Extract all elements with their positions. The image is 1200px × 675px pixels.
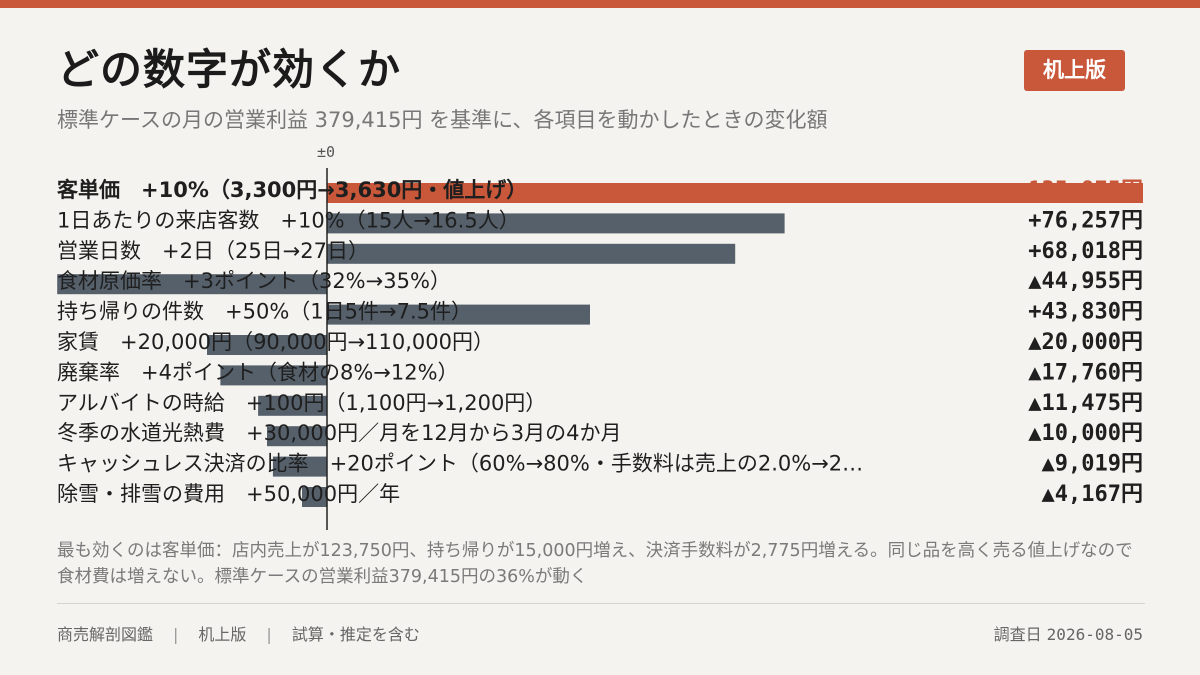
category-label-10: 除雪・排雪の費用 +50,000円／年 xyxy=(57,482,400,506)
value-label-0: +135,975円 xyxy=(1015,178,1143,203)
footer-separator: | xyxy=(266,625,272,644)
chart-footnote: 最も効くのは客単価：店内売上が123,750円、持ち帰りが15,000円増え、決… xyxy=(57,541,1133,587)
footer-source: 商売解剖図鑑 xyxy=(57,625,154,644)
bar-6 xyxy=(220,365,327,386)
category-label-3: 食材原価率 +3ポイント（32%→35%） xyxy=(57,269,451,293)
category-label-0: 客単価 +10%（3,300円→3,630円・値上げ） xyxy=(57,178,527,202)
value-label-6: ▲17,760円 xyxy=(1028,360,1143,385)
value-label-4: +43,830円 xyxy=(1028,300,1143,325)
value-label-7: ▲11,475円 xyxy=(1028,391,1143,416)
bar-8 xyxy=(267,426,327,447)
category-label-1: 1日あたりの来店客数 +10%（15人→16.5人） xyxy=(57,208,520,232)
footer-edition: 机上版 xyxy=(198,625,247,644)
category-label-9: キャッシュレス決済の比率 +20ポイント（60%→80%・手数料は売上の2.0%… xyxy=(57,452,863,476)
value-label-10: ▲4,167円 xyxy=(1042,482,1143,507)
category-label-4: 持ち帰りの件数 +50%（1日5件→7.5件） xyxy=(57,300,472,324)
edition-badge: 机上版 xyxy=(1024,50,1125,91)
footer-note: 試算・推定を含む xyxy=(291,625,420,644)
footer-separator: | xyxy=(173,625,179,644)
page-title: どの数字が効くか xyxy=(57,45,402,94)
baseline-label: ±0 xyxy=(316,143,336,161)
footer-date-value: 2026-08-05 xyxy=(1046,625,1143,644)
value-label-8: ▲10,000円 xyxy=(1028,421,1143,446)
bar-4 xyxy=(327,304,590,325)
value-label-3: ▲44,955円 xyxy=(1028,269,1143,294)
value-label-9: ▲9,019円 xyxy=(1042,452,1143,477)
category-label-7: アルバイトの時給 +100円（1,100円→1,200円） xyxy=(57,391,546,415)
bar-7 xyxy=(258,395,327,416)
footer-date: 調査日 2026-08-05 xyxy=(994,621,1143,645)
footer-credits: 商売解剖図鑑 | 机上版 | 試算・推定を含む xyxy=(57,621,420,645)
bar-3 xyxy=(57,274,327,295)
bars-layer xyxy=(57,183,1143,507)
value-label-2: +68,018円 xyxy=(1028,239,1143,264)
labels-layer: 客単価 +10%（3,300円→3,630円・値上げ） +135,975円 1日あた… xyxy=(57,178,1143,507)
footer-date-label: 調査日 xyxy=(993,625,1042,644)
value-label-5: ▲20,000円 xyxy=(1028,330,1143,355)
value-label-1: +76,257円 xyxy=(1028,208,1143,233)
bar-0 xyxy=(327,183,1143,203)
category-label-2: 営業日数 +2日（25日→27日） xyxy=(57,239,369,263)
bar-5 xyxy=(207,335,327,355)
category-label-5: 家賃 +20,000円（90,000円→110,000円） xyxy=(57,330,494,354)
bar-9 xyxy=(272,456,327,477)
bar-10 xyxy=(302,487,327,507)
category-label-8: 冬季の水道光熱費 +30,000円／月を12月から3月の4か月 xyxy=(57,421,622,445)
top-accent-bar xyxy=(0,0,1200,8)
bar-2 xyxy=(327,243,736,264)
category-label-6: 廃棄率 +4ポイント（食材の8%→12%） xyxy=(57,360,459,384)
page-subtitle: 標準ケースの月の営業利益 379,415円 を基準に、各項目を動かしたときの変化… xyxy=(57,108,828,132)
bar-1 xyxy=(327,213,785,234)
footer-divider xyxy=(57,603,1145,604)
